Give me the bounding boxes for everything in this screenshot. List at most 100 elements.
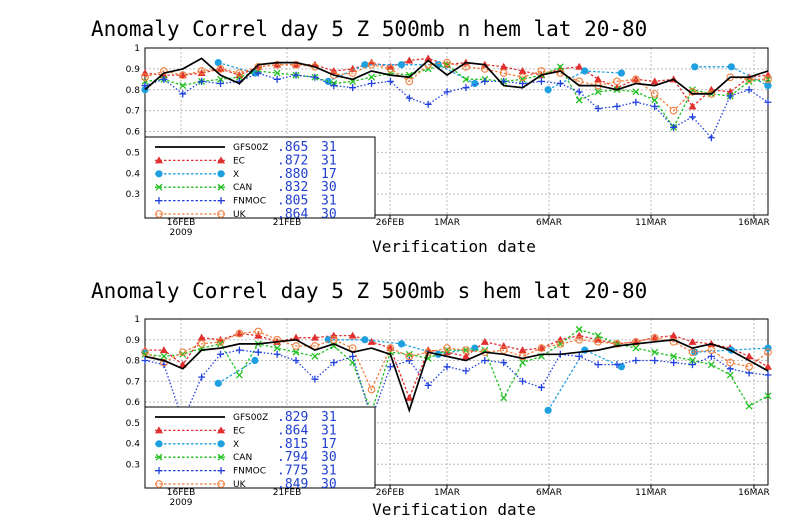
x-marker [575, 96, 583, 104]
plus-marker [311, 73, 319, 81]
triangle-marker [764, 362, 772, 370]
open-circle-marker [518, 352, 527, 361]
x-tick-sublabel: 2009 [170, 228, 193, 238]
plus-marker [405, 94, 413, 102]
y-tick-label: 1 [134, 44, 140, 54]
open-circle-marker [367, 385, 376, 394]
plus-marker [443, 88, 451, 96]
open-circle-marker [178, 348, 187, 357]
triangle-marker [310, 333, 319, 341]
circle-marker [471, 79, 479, 88]
circle-marker [691, 63, 699, 71]
open-circle-marker [707, 346, 716, 354]
plus-marker [537, 383, 545, 391]
legend-name: EC [233, 426, 245, 436]
plus-marker [462, 367, 470, 375]
x-tick-label: 11MAR [635, 218, 667, 228]
series-gfs00z [144, 57, 769, 95]
triangle-marker [159, 346, 168, 354]
circle-marker [544, 406, 552, 414]
plus-marker [254, 69, 262, 77]
series-line [144, 330, 769, 392]
open-circle-marker [273, 335, 282, 344]
open-circle-marker [537, 344, 546, 352]
x-marker [179, 350, 187, 358]
legend-count: 31 [321, 464, 337, 479]
plus-marker [198, 373, 206, 381]
series-gfs00z [144, 338, 769, 414]
legend-count: 31 [321, 140, 337, 155]
open-circle-marker [386, 344, 395, 352]
legend-count: 30 [321, 477, 337, 492]
plus-marker [330, 82, 338, 90]
x-marker [500, 394, 508, 402]
plus-marker [481, 357, 489, 364]
y-tick-label: 0.6 [126, 398, 141, 408]
open-circle-marker [631, 75, 640, 84]
x-marker [273, 69, 281, 77]
circle-marker [217, 440, 225, 448]
legend-name: FNMOC [233, 197, 266, 207]
x-axis-label: Verification date [372, 237, 536, 256]
x-marker [217, 183, 225, 191]
plus-marker [198, 77, 206, 85]
open-circle-marker [462, 346, 470, 354]
open-circle-marker [386, 65, 395, 73]
plus-marker [217, 79, 225, 87]
x-tick-label: 16FEB [167, 218, 196, 228]
x-marker [443, 61, 451, 69]
open-circle-marker [443, 58, 451, 67]
x-marker [632, 344, 640, 352]
open-circle-marker [235, 329, 244, 338]
plus-marker [273, 350, 281, 358]
legend-score: .865 [277, 140, 308, 155]
open-circle-marker [556, 340, 565, 348]
open-circle-marker [141, 73, 149, 82]
triangle-marker [688, 337, 697, 345]
open-circle-marker [613, 77, 621, 86]
circle-marker [324, 77, 332, 85]
plus-marker [500, 77, 508, 85]
open-circle-marker [217, 210, 225, 218]
x-marker [519, 75, 527, 83]
circle-marker [397, 340, 406, 348]
circle-marker [764, 81, 772, 90]
circle-marker [361, 61, 369, 69]
x-tick-label: 6MAR [536, 218, 562, 228]
open-circle-marker [235, 69, 244, 77]
triangle-marker [518, 66, 527, 74]
open-circle-marker [197, 67, 206, 75]
legend-name: GFS00Z [233, 143, 268, 153]
triangle-marker [178, 71, 187, 79]
plus-marker [651, 102, 659, 110]
triangle-marker [594, 335, 603, 343]
y-tick-label: 0.7 [126, 107, 140, 117]
series-line [144, 349, 769, 423]
plus-marker [424, 381, 432, 389]
legend-name: UK [233, 480, 247, 490]
x-marker [217, 340, 224, 348]
plus-marker [613, 361, 621, 369]
triangle-marker [480, 337, 489, 345]
triangle-marker [386, 62, 395, 70]
triangle-marker [424, 54, 433, 62]
circle-marker [397, 61, 406, 69]
open-circle-marker [254, 327, 263, 336]
x-marker [745, 77, 753, 85]
legend-count: 30 [321, 180, 337, 195]
x-tick-sublabel: 2009 [170, 498, 193, 508]
legend-score: .815 [277, 437, 308, 452]
plus-marker [141, 82, 149, 90]
triangle-marker [594, 75, 603, 83]
plus-marker [443, 363, 451, 371]
plus-marker [179, 90, 187, 98]
legend-score: .872 [277, 153, 308, 168]
x-marker [689, 357, 696, 364]
plus-marker [311, 375, 319, 383]
legend-name: UK [233, 210, 247, 220]
open-circle-marker [292, 342, 300, 350]
circle-marker [251, 356, 259, 365]
plus-marker [745, 369, 753, 377]
open-circle-marker [367, 60, 376, 69]
series-line [145, 332, 769, 400]
